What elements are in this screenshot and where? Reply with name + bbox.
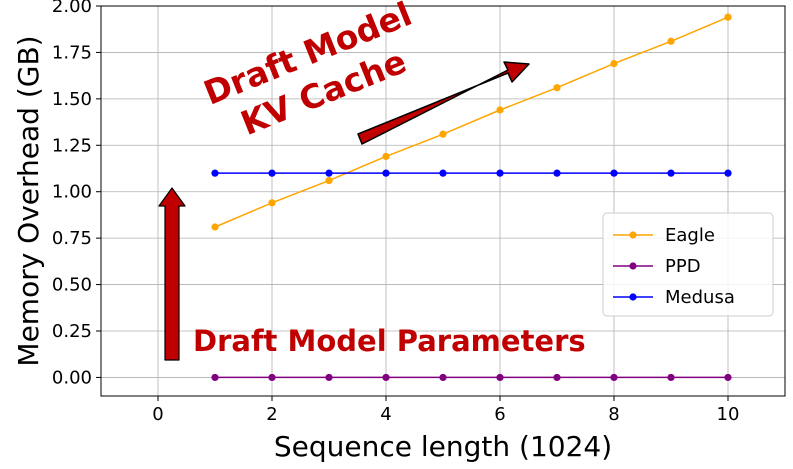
x-axis-ticks: 0 2 4 6 8 10: [152, 396, 739, 425]
plot-frame: [100, 5, 786, 397]
data-point-medusa: [211, 169, 219, 177]
data-point-ppd: [610, 373, 618, 382]
series-medusa: [211, 169, 732, 177]
data-point-medusa: [268, 169, 276, 177]
parameters-arrow: [158, 187, 186, 361]
x-tick-label: 2: [266, 404, 277, 425]
y-tick-label: 0.50: [52, 275, 92, 296]
data-point-medusa: [667, 169, 675, 177]
y-tick-label: 0.25: [52, 321, 92, 342]
data-point-ppd: [553, 373, 561, 382]
data-point-eagle: [553, 84, 561, 92]
series-layer: [211, 13, 732, 382]
y-tick-label: 0.75: [52, 228, 92, 249]
legend-label-medusa: Medusa: [665, 287, 735, 308]
data-point-ppd: [382, 373, 390, 382]
series-eagle: [211, 13, 732, 231]
data-point-ppd: [439, 373, 447, 382]
data-point-eagle: [211, 223, 219, 231]
legend-label-ppd: PPD: [665, 256, 701, 277]
y-axis-label: Memory Overhead (GB): [12, 35, 45, 366]
legend-item-eagle: Eagle: [613, 225, 715, 246]
series-ppd: [211, 373, 732, 382]
legend-box: [602, 212, 774, 317]
data-point-eagle: [667, 37, 675, 45]
data-point-eagle: [724, 13, 732, 21]
data-point-medusa: [553, 169, 561, 177]
data-point-medusa: [610, 169, 618, 177]
x-tick-label: 8: [608, 404, 619, 425]
x-tick-label: 6: [494, 404, 505, 425]
y-axis-ticks: 0.00 0.25 0.50 0.75 1.00 1.25 1.50 1.75 2.00: [52, 0, 101, 388]
data-point-eagle: [496, 106, 504, 114]
legend-item-medusa: Medusa: [613, 287, 735, 308]
parameters-annotation: Draft Model Parameters: [193, 324, 586, 358]
data-point-ppd: [667, 373, 675, 382]
data-point-medusa: [439, 169, 447, 177]
legend-marker-medusa: [629, 293, 637, 301]
y-tick-label: 1.00: [52, 182, 92, 203]
data-point-medusa: [382, 169, 390, 177]
legend-item-ppd: PPD: [613, 256, 701, 277]
data-point-eagle: [610, 59, 618, 68]
data-point-eagle: [439, 130, 447, 138]
y-tick-label: 0.00: [52, 367, 92, 388]
legend: Eagle PPD Medusa: [602, 212, 774, 317]
data-point-eagle: [268, 199, 276, 207]
data-point-eagle: [382, 152, 390, 161]
data-point-ppd: [268, 373, 276, 382]
data-point-ppd: [724, 373, 732, 382]
y-tick-label: 1.50: [52, 89, 92, 110]
data-point-medusa: [724, 169, 732, 177]
y-tick-label: 2.00: [52, 0, 92, 17]
y-tick-label: 1.75: [52, 42, 92, 63]
legend-label-eagle: Eagle: [665, 225, 715, 246]
legend-marker-ppd: [629, 262, 637, 270]
data-point-ppd: [211, 373, 219, 382]
x-tick-label: 10: [717, 404, 740, 425]
x-tick-label: 4: [380, 404, 391, 425]
data-point-ppd: [325, 373, 333, 382]
legend-marker-eagle: [629, 231, 637, 239]
data-point-medusa: [325, 169, 333, 177]
data-point-eagle: [325, 176, 333, 185]
x-tick-label: 0: [152, 404, 163, 425]
data-point-medusa: [496, 169, 504, 177]
kv-cache-arrow: [357, 61, 530, 145]
x-axis-label: Sequence length (1024): [274, 430, 612, 463]
data-point-ppd: [496, 373, 504, 382]
y-tick-label: 1.25: [52, 135, 92, 156]
kv-cache-annotation: Draft Model KV Cache: [198, 0, 417, 143]
series-line-eagle: [214, 16, 729, 228]
